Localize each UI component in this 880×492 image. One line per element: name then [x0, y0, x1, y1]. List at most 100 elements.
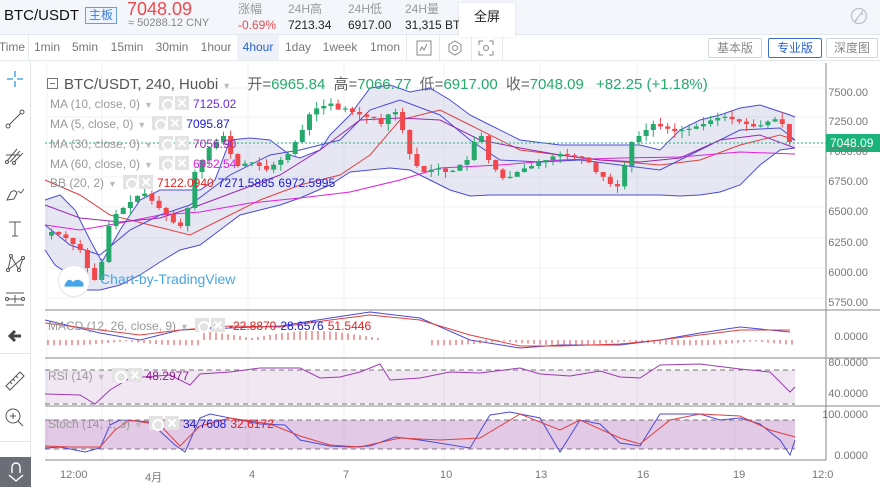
pro-version-button[interactable]: 专业版: [768, 38, 822, 58]
cny-price: ≈ 50288.12 CNY: [128, 17, 210, 29]
close-icon[interactable]: [127, 368, 142, 382]
x-axis-label: 7: [343, 469, 350, 481]
tf-1min[interactable]: 1min: [33, 40, 60, 54]
chart-title-row: BTC/USDT, 240, Huobi ▼ 开=6965.84 高=7066.7…: [47, 73, 708, 94]
close-icon[interactable]: [174, 136, 189, 150]
indicator-axis-label: 0.0000: [834, 331, 868, 343]
settings-icon[interactable]: [111, 368, 127, 383]
indicator-name: MACD (12, 26, close, 9): [48, 319, 177, 333]
market-header: BTC/USDT 主板 7048.09 ≈ 50288.12 CNY 涨幅 -0.…: [0, 0, 880, 41]
indicator-name: MA (5, close, 0): [50, 117, 134, 131]
fullscreen-tooltip: 全屏: [459, 3, 515, 41]
indicator-axis-label: 40.0000: [828, 388, 868, 400]
indicator-name: BB (20, 2): [50, 176, 105, 190]
measure-icon[interactable]: [3, 287, 27, 311]
settings-icon[interactable]: [158, 136, 174, 151]
indicator-value: 7095.87: [186, 117, 230, 131]
settings-icon[interactable]: [148, 416, 164, 431]
pitchfork-icon[interactable]: [3, 143, 27, 167]
x-axis-label: 10: [440, 469, 453, 481]
price-chart[interactable]: [31, 61, 880, 487]
magnet-icon-box[interactable]: [0, 457, 31, 487]
chart-area[interactable]: [31, 61, 880, 487]
settings-icon[interactable]: [122, 175, 138, 190]
settings-hexagon-icon[interactable]: [447, 40, 463, 56]
indicator-value: -22.8870: [228, 319, 277, 333]
x-axis-label: 12:0: [812, 469, 834, 481]
drawing-toolbar: [0, 61, 31, 487]
trendline-icon[interactable]: [3, 107, 27, 131]
pair-name: BTC/USDT: [4, 7, 79, 24]
legend-bb-4[interactable]: BB (20, 2) ▼ 7122.0940 7271.5885 6972.5995: [50, 175, 336, 190]
settings-icon[interactable]: [158, 96, 174, 111]
tf-1hour[interactable]: 1hour: [200, 40, 232, 54]
legend-macd[interactable]: MACD (12, 26, close, 9) ▼ -22.8870 28.6576 5…: [48, 318, 372, 333]
collapse-icon[interactable]: [47, 78, 58, 89]
indicator-name: MA (10, close, 0): [50, 97, 141, 111]
indicator-value: 7056.90: [192, 137, 237, 151]
tf-1day[interactable]: 1day: [284, 40, 312, 54]
legend-ma-2[interactable]: MA (30, close, 0) ▼ 7056.90: [50, 136, 237, 151]
ruler-icon[interactable]: [3, 369, 27, 393]
tf-30min[interactable]: 30min: [155, 40, 189, 54]
settings-icon[interactable]: [194, 318, 210, 333]
x-axis-label: 12:00: [60, 469, 88, 481]
stat-volume: 24H量 31,315 BT: [405, 2, 461, 32]
last-price: 7048.09: [127, 0, 193, 19]
legend-ma-1[interactable]: MA (5, close, 0) ▼ 7095.87: [50, 116, 230, 131]
board-badge: 主板: [85, 7, 118, 24]
x-axis-label: 19: [733, 469, 746, 481]
x-axis-label: 4: [249, 469, 256, 481]
legend-ma-3[interactable]: MA (60, close, 0) ▼ 6952.54: [50, 156, 237, 171]
close-icon[interactable]: [168, 116, 183, 130]
x-axis-label: 13: [535, 469, 548, 481]
chart-toolbar: Time 1min 5min 15min 30min 1hour 4hour 1…: [0, 35, 880, 61]
indicator-value: 7122.0940: [156, 176, 214, 190]
tf-time[interactable]: Time: [0, 40, 26, 54]
indicator-value: 28.6576: [280, 319, 324, 333]
depth-chart-button[interactable]: 深度图: [826, 38, 878, 58]
brush-icon[interactable]: [3, 181, 27, 205]
tf-1mon[interactable]: 1mon: [369, 40, 401, 54]
close-icon[interactable]: [210, 318, 225, 332]
indicator-value: 48.2977: [145, 369, 189, 383]
indicator-name: Stoch (14, 1, 3): [48, 417, 131, 431]
close-icon[interactable]: [138, 175, 153, 189]
settings-icon[interactable]: [152, 116, 168, 131]
indicator-name: RSI (14): [48, 369, 93, 383]
y-axis-label: 7500.00: [828, 87, 868, 99]
brush-off-icon[interactable]: [850, 7, 868, 25]
stat-change: 涨幅 -0.69%: [238, 2, 277, 32]
basic-version-button[interactable]: 基本版: [708, 38, 762, 58]
legend-stoch[interactable]: Stoch (14, 1, 3) ▼ 34.7608 32.6172: [48, 416, 274, 431]
stat-low: 24H低 6917.00: [348, 2, 392, 32]
close-icon[interactable]: [174, 156, 189, 170]
tf-1week[interactable]: 1week: [322, 40, 358, 54]
close-icon[interactable]: [164, 416, 179, 430]
magnet-icon[interactable]: [4, 459, 28, 483]
legend-rsi[interactable]: RSI (14) ▼ 48.2977: [48, 368, 189, 383]
legend-ma-0[interactable]: MA (10, close, 0) ▼ 7125.02: [50, 96, 237, 111]
screenshot-icon[interactable]: [478, 40, 494, 56]
indicator-axis-label: 0.0000: [834, 450, 868, 462]
text-icon[interactable]: [3, 217, 27, 241]
tf-4hour[interactable]: 4hour: [237, 35, 279, 60]
y-axis-label: 6250.00: [828, 237, 868, 249]
tradingview-logo[interactable]: [58, 265, 90, 297]
tradingview-watermark[interactable]: Chart-by-TradingView: [100, 271, 236, 287]
back-arrow-icon[interactable]: [3, 324, 27, 348]
indicator-value: 6972.5995: [278, 176, 336, 190]
crosshair-icon[interactable]: [3, 67, 27, 91]
indicator-icon[interactable]: [416, 40, 432, 56]
tf-5min[interactable]: 5min: [71, 40, 98, 54]
tf-15min[interactable]: 15min: [110, 40, 144, 54]
close-icon[interactable]: [174, 96, 189, 110]
x-axis-label: 4月: [145, 472, 163, 484]
zoom-in-icon[interactable]: [3, 406, 27, 430]
indicator-value: 7125.02: [192, 97, 237, 111]
stat-high: 24H高 7213.34: [288, 2, 332, 32]
indicator-value: 51.5446: [327, 319, 372, 333]
indicator-value: 34.7608: [182, 417, 227, 431]
pattern-icon[interactable]: [3, 251, 27, 275]
settings-icon[interactable]: [158, 156, 174, 171]
